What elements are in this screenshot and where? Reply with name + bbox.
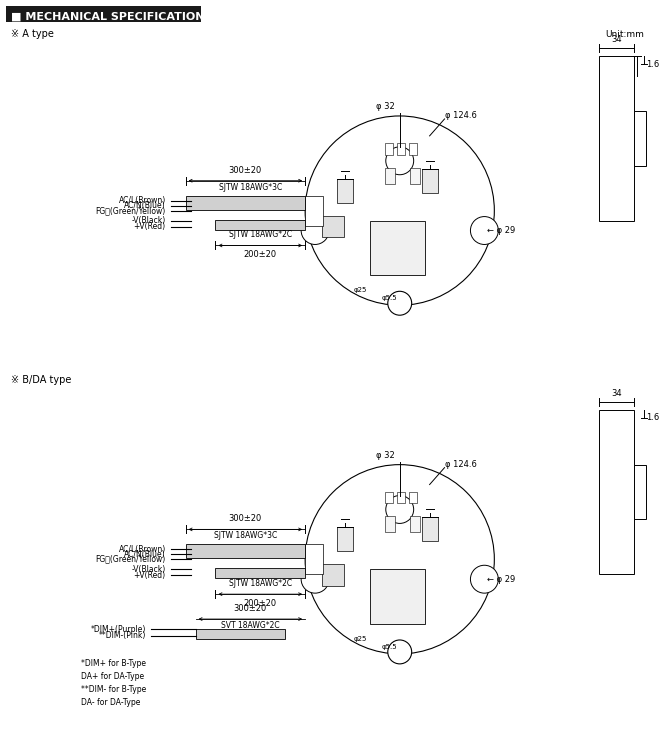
Text: FG⓪(Green/Yellow): FG⓪(Green/Yellow)	[95, 206, 165, 215]
Text: φ5.5: φ5.5	[382, 295, 397, 301]
Bar	[337, 528, 353, 551]
Text: φ25: φ25	[353, 636, 366, 642]
Text: ← φ 29: ← φ 29	[487, 226, 516, 235]
Text: SJTW 18AWG*3C: SJTW 18AWG*3C	[214, 531, 277, 540]
Bar	[409, 168, 419, 184]
Bar	[305, 545, 323, 574]
Circle shape	[470, 565, 498, 593]
Text: Unit:mm: Unit:mm	[605, 29, 644, 39]
Text: SJTW 18AWG*2C: SJTW 18AWG*2C	[228, 230, 292, 239]
Text: ※ A type: ※ A type	[11, 29, 54, 39]
Text: AC/L(Brown): AC/L(Brown)	[119, 545, 165, 553]
Text: φ 32: φ 32	[376, 450, 395, 460]
Bar	[599, 410, 634, 574]
Bar	[385, 492, 393, 503]
Circle shape	[386, 147, 413, 174]
Text: +V(Red): +V(Red)	[133, 570, 165, 580]
Circle shape	[301, 216, 329, 244]
Text: **DIM-(Pink): **DIM-(Pink)	[98, 631, 146, 640]
Bar	[370, 569, 425, 624]
Bar	[385, 517, 395, 532]
Text: SJTW 18AWG*3C: SJTW 18AWG*3C	[218, 183, 282, 191]
Bar	[337, 179, 353, 202]
Bar	[322, 565, 344, 586]
Bar	[634, 464, 646, 520]
Bar	[397, 143, 405, 155]
Text: 300±20: 300±20	[234, 604, 267, 613]
Circle shape	[305, 464, 494, 654]
Text: 200±20: 200±20	[244, 599, 277, 608]
Text: AC/N(Blue): AC/N(Blue)	[124, 550, 165, 559]
Text: *DIM+(Purple): *DIM+(Purple)	[90, 625, 146, 634]
Text: 200±20: 200±20	[244, 250, 277, 260]
Text: ※ B/DA type: ※ B/DA type	[11, 375, 72, 385]
Text: 300±20: 300±20	[228, 166, 262, 174]
Bar	[186, 545, 305, 559]
Text: *DIM+ for B-Type
DA+ for DA-Type
**DIM- for B-Type
DA- for DA-Type: *DIM+ for B-Type DA+ for DA-Type **DIM- …	[81, 659, 146, 707]
Text: 300±20: 300±20	[228, 514, 262, 523]
Text: φ 124.6: φ 124.6	[444, 460, 476, 469]
Circle shape	[470, 216, 498, 244]
Bar	[370, 221, 425, 275]
Circle shape	[386, 495, 413, 523]
Text: AC/L(Brown): AC/L(Brown)	[119, 196, 165, 205]
Text: -V(Black): -V(Black)	[131, 216, 165, 225]
Text: φ25: φ25	[353, 287, 366, 293]
Bar	[385, 143, 393, 155]
Bar	[322, 216, 344, 238]
Text: SJTW 18AWG*2C: SJTW 18AWG*2C	[228, 579, 292, 588]
Bar	[216, 219, 305, 230]
Bar	[385, 168, 395, 184]
Bar	[216, 568, 305, 578]
Text: ← φ 29: ← φ 29	[487, 575, 516, 584]
Text: SVT 18AWG*2C: SVT 18AWG*2C	[221, 621, 279, 630]
Text: FG⓪(Green/Yellow): FG⓪(Green/Yellow)	[95, 555, 165, 564]
Text: ■ MECHANICAL SPECIFICATION: ■ MECHANICAL SPECIFICATION	[11, 11, 205, 21]
Bar	[186, 196, 305, 210]
Circle shape	[388, 640, 411, 664]
Text: -V(Black): -V(Black)	[131, 565, 165, 574]
Bar	[599, 56, 634, 221]
Bar	[421, 169, 438, 193]
Text: +V(Red): +V(Red)	[133, 222, 165, 231]
Bar	[196, 629, 285, 639]
Bar	[421, 517, 438, 542]
Bar	[7, 7, 200, 22]
Circle shape	[301, 565, 329, 593]
Circle shape	[388, 291, 411, 315]
Circle shape	[305, 116, 494, 305]
Text: AC/N(Blue): AC/N(Blue)	[124, 201, 165, 210]
Bar	[397, 492, 405, 503]
Text: φ 124.6: φ 124.6	[444, 111, 476, 121]
Text: φ5.5: φ5.5	[382, 644, 397, 650]
Text: 1.6: 1.6	[646, 60, 659, 68]
Bar	[634, 111, 646, 166]
Bar	[409, 492, 417, 503]
Bar	[305, 196, 323, 225]
Bar	[409, 517, 419, 532]
Bar	[409, 143, 417, 155]
Text: 34: 34	[611, 389, 622, 398]
Text: φ 32: φ 32	[376, 102, 395, 111]
Text: 1.6: 1.6	[646, 414, 659, 422]
Text: 34: 34	[611, 35, 622, 44]
